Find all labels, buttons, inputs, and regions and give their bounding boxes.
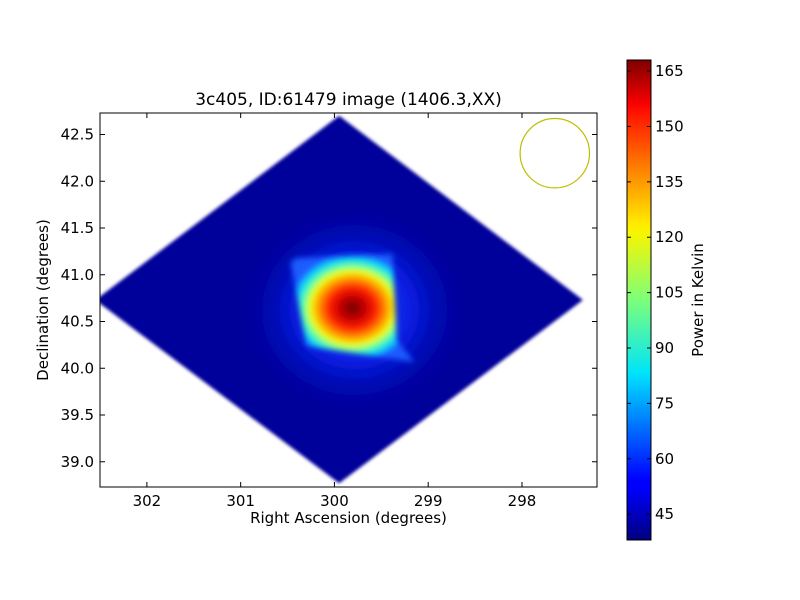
y-tick-label: 40.0 [61,359,94,377]
emission-peak [290,254,415,362]
colorbar-tick-label: 45 [655,505,674,523]
x-axis-label: Right Ascension (degrees) [250,509,447,527]
y-axis: 39.0 39.5 40.0 40.5 41.0 41.5 42.0 42.5 [61,126,597,471]
y-tick-label: 42.5 [61,126,94,144]
x-tick-label: 300 [320,492,349,510]
colorbar-tick-label: 75 [655,394,674,412]
colorbar-tick-label: 150 [655,117,684,135]
heatmap-image [100,115,583,484]
y-tick-label: 39.5 [61,406,94,424]
beam-circle [519,117,591,189]
colorbar-tick-label: 120 [655,228,684,246]
y-tick-label: 41.0 [61,266,94,284]
colorbar-label: Power in Kelvin [689,243,707,357]
y-tick-label: 41.5 [61,219,94,237]
y-axis-label: Declination (degrees) [34,219,52,381]
colorbar-tick-label: 135 [655,173,684,191]
colorbar-ticks: 45 60 75 90 105 120 135 150 165 [627,62,684,523]
colorbar-tick-label: 60 [655,450,674,468]
x-tick-label: 301 [226,492,255,510]
y-tick-label: 42.0 [61,172,94,190]
x-tick-label: 302 [133,492,162,510]
y-tick-label: 39.0 [61,453,94,471]
plot-frame [99,112,598,488]
x-axis: 302 301 300 299 298 [133,113,537,510]
colorbar-tick-label: 90 [655,339,674,357]
x-tick-label: 299 [414,492,443,510]
colorbar-tick-label: 165 [655,62,684,80]
colorbar-tick-label: 105 [655,284,684,302]
colorbar [626,59,652,541]
y-tick-label: 40.5 [61,313,94,331]
x-tick-label: 298 [508,492,537,510]
chart-title: 3c405, ID:61479 image (1406.3,XX) [195,90,502,110]
